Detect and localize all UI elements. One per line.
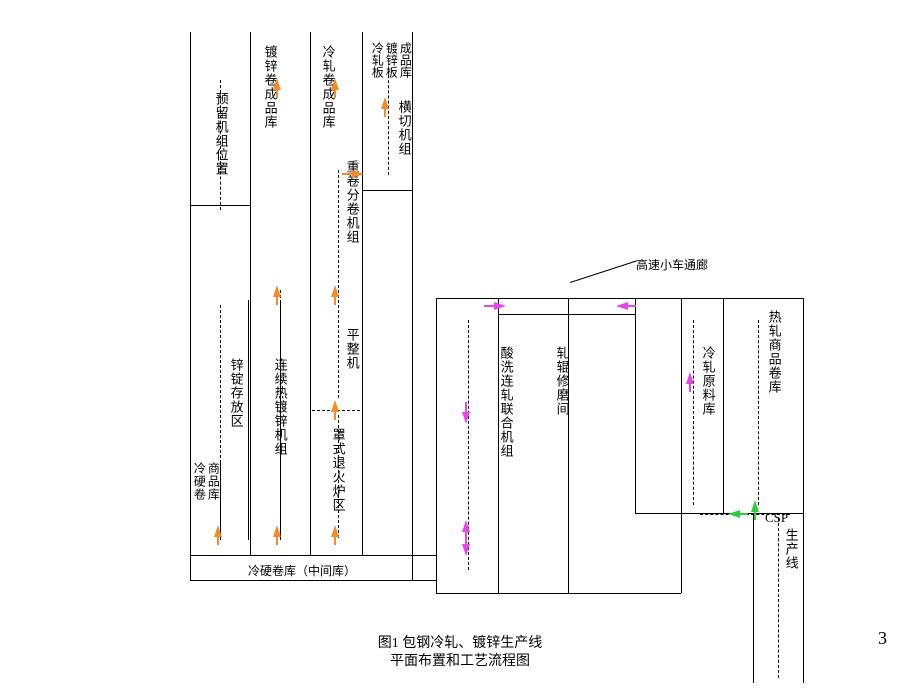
dc-col3a: [338, 170, 339, 398]
arrow-stem-m2: [626, 305, 636, 307]
arrow-stem-o5: [276, 295, 278, 305]
col4-bottom: [362, 190, 412, 191]
csp-right: [803, 513, 804, 683]
left-col-div-2: [362, 32, 363, 555]
conn-bottom-inner: [412, 555, 436, 556]
label-csp-v: 生产线: [783, 528, 799, 570]
label-col4-top-c: 成品库: [398, 42, 412, 78]
rb2-left: [635, 298, 636, 513]
label-col1-bot-a: 冷硬卷: [192, 462, 206, 501]
label-mid-bottom: 冷硬卷库（中间库）: [248, 562, 356, 579]
coldhard-left: [190, 460, 191, 555]
label-col4-top-b: 镀锌板: [384, 42, 398, 78]
label-csp-h: CSP: [765, 510, 788, 526]
page-number: 3: [878, 628, 887, 649]
corridor-bot: [498, 314, 635, 315]
rb-bottom: [436, 593, 681, 594]
label-col1-bot-b: 商品库: [206, 462, 220, 501]
label-r4: 热轧商品卷库: [766, 310, 782, 394]
arrow-m3: [462, 412, 470, 424]
arrow-stem-o7: [334, 410, 336, 420]
arrow-stem-o4: [342, 173, 352, 175]
rb-left: [436, 298, 437, 593]
conn-bottom-outer: [412, 580, 436, 581]
label-col4-top-a: 冷轧板: [370, 42, 384, 78]
rb2-div-0: [723, 298, 724, 513]
arrow-stem-g1: [754, 510, 756, 520]
label-col4-sub: 横切机组: [396, 100, 412, 156]
dc-r3: [693, 320, 694, 505]
left-block-bottom: [190, 580, 412, 581]
corridor-leader: [570, 260, 637, 283]
label-col1-mid: 锌锭存放区: [228, 358, 244, 428]
dc-r4: [758, 320, 759, 505]
dc-csp: [778, 518, 779, 678]
arrow-stem-o3: [384, 107, 386, 117]
arrow-stem-m3: [465, 402, 467, 412]
arrow-stem-m6: [689, 382, 691, 392]
arrow-m5: [462, 544, 470, 556]
label-col3-mid2: 平整机: [344, 328, 360, 370]
label-r3: 冷轧原料库: [700, 346, 716, 416]
rb-top-left: [436, 298, 498, 299]
rb-div-1: [568, 298, 569, 593]
arrow-stem-o2: [334, 88, 336, 98]
bottom-room-top: [190, 555, 412, 556]
vline: [248, 300, 249, 540]
arrow-stem-o10: [334, 535, 336, 545]
label-col3-bot: 罩式退火炉区: [330, 428, 346, 512]
arrow-stem-o9: [276, 535, 278, 545]
rb-right-placeholder: [681, 298, 682, 593]
arrow-stem-o1: [276, 88, 278, 98]
arrow-o4: [352, 170, 364, 178]
dc-r1: [468, 320, 469, 570]
caption-line1: 图1 包钢冷轧、镀锌生产线: [300, 632, 620, 652]
arrow-stem-o8: [217, 535, 219, 545]
arrow-stem-m1: [484, 305, 494, 307]
label-r1: 酸洗连轧联合机组: [498, 346, 514, 458]
arrow-m1: [494, 302, 506, 310]
rb2-top: [635, 298, 803, 299]
arrow-stem-g2: [738, 513, 748, 515]
left-block-right-lower: [412, 190, 413, 580]
dc-col4: [388, 70, 389, 175]
csp-left: [753, 513, 754, 683]
label-col1-top: 预留机组位置: [213, 92, 229, 176]
left-col-div-0: [250, 32, 251, 555]
corridor-top: [498, 298, 635, 299]
caption-line2: 平面布置和工艺流程图: [300, 650, 620, 670]
arrow-stem-o6: [334, 295, 336, 305]
rb2-right: [803, 298, 804, 513]
label-corridor: 高速小车通廊: [636, 256, 708, 273]
label-r2: 轧辊修磨间: [554, 346, 570, 416]
dc-col1c: [220, 305, 221, 538]
left-col-div-1: [310, 32, 311, 555]
arrow-stem-m5: [465, 534, 467, 544]
diagram-stage: 高速小车通廊预留机组位置锌锭存放区冷硬卷商品库镀锌卷成品库连续热镀锌机组冷轧卷成…: [0, 0, 920, 690]
label-col2-mid: 连续热镀锌机组: [272, 358, 288, 456]
